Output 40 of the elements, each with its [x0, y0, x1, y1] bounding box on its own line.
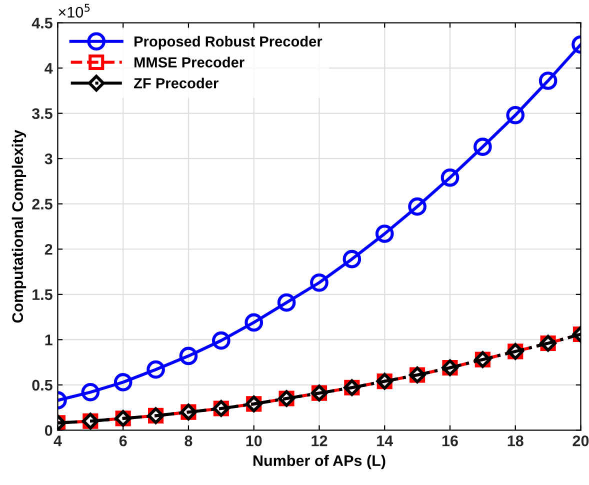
y-tick-label: 4.5 — [32, 18, 52, 28]
point — [342, 250, 362, 268]
x-tick-label: 14 — [377, 436, 394, 446]
point — [212, 331, 230, 350]
point — [538, 72, 558, 90]
x-axis-title: Number of APs (L) — [253, 454, 386, 470]
y-axis-title: Computational Complexity — [12, 130, 26, 323]
legend-label: Proposed Robust Precoder — [134, 36, 322, 50]
x-tick-label: 10 — [246, 435, 262, 446]
point — [81, 383, 100, 402]
point — [179, 346, 198, 366]
point — [440, 168, 460, 187]
y-tick-label: 0 — [44, 425, 52, 436]
y-tick-label: 3 — [44, 153, 52, 164]
point — [244, 313, 264, 332]
legend-label: ZF Precoder — [134, 78, 218, 88]
y-tick-label: 1.5 — [32, 289, 52, 300]
point — [506, 106, 525, 124]
point — [277, 293, 296, 312]
x-tick-label: 20 — [572, 435, 589, 446]
point — [408, 197, 426, 216]
legend-label: MMSE Precoder — [134, 56, 244, 68]
point — [375, 224, 394, 243]
x-tick-label: 4 — [54, 436, 62, 446]
x-tick-label: 6 — [119, 435, 127, 446]
text: ×10$^{5}$ — [58, 4, 90, 18]
x-tick-label: 8 — [184, 435, 192, 446]
y-tick-label: 4 — [44, 63, 53, 74]
y-tick-label: 0.5 — [32, 380, 52, 391]
point — [474, 138, 492, 156]
x-tick-label: 12 — [312, 435, 328, 446]
x-tick-label: 18 — [508, 435, 524, 446]
y-tick-label: 1 — [45, 334, 52, 346]
point — [146, 360, 165, 379]
y-tick-label: 2.5 — [32, 198, 52, 210]
x-tick-label: 16 — [442, 435, 458, 446]
point — [310, 273, 328, 292]
point — [114, 373, 132, 392]
y-tick-label: 3.5 — [32, 108, 52, 120]
y-tick-label: 2 — [44, 244, 52, 255]
